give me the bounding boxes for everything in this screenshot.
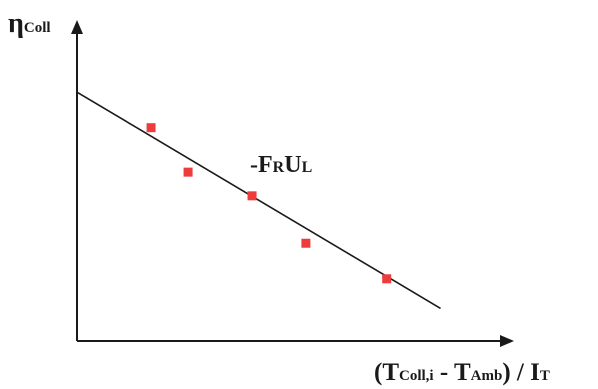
slope-label-prefix: -F <box>250 152 273 178</box>
y-axis-label-main: η <box>8 8 24 39</box>
fit-line <box>76 91 441 310</box>
y-axis-label-sub: Coll <box>24 20 51 36</box>
data-point <box>183 167 193 177</box>
data-point <box>146 123 156 133</box>
data-point <box>382 274 392 284</box>
slope-label-sub2: L <box>302 159 313 176</box>
x-axis-label-close: ) / I <box>502 359 540 386</box>
fit-line-layer <box>76 91 441 310</box>
y-axis-label: ηColl <box>8 8 51 39</box>
x-axis-label-sub2: Amb <box>471 368 503 384</box>
slope-label-sub1: R <box>273 159 285 176</box>
slope-label-mid: U <box>284 152 301 178</box>
x-axis-label-sub3: T <box>540 368 550 384</box>
data-point <box>301 238 311 248</box>
x-axis-label-sub1: Coll,i <box>399 368 434 384</box>
data-point <box>247 191 257 201</box>
slope-label: -FRUL <box>250 152 312 178</box>
x-axis-label-open: (T <box>374 359 399 386</box>
x-axis-label: (TColl,i - TAmb) / IT <box>346 359 570 386</box>
x-axis-label-mid: - T <box>434 359 471 386</box>
data-points-layer <box>146 123 392 284</box>
